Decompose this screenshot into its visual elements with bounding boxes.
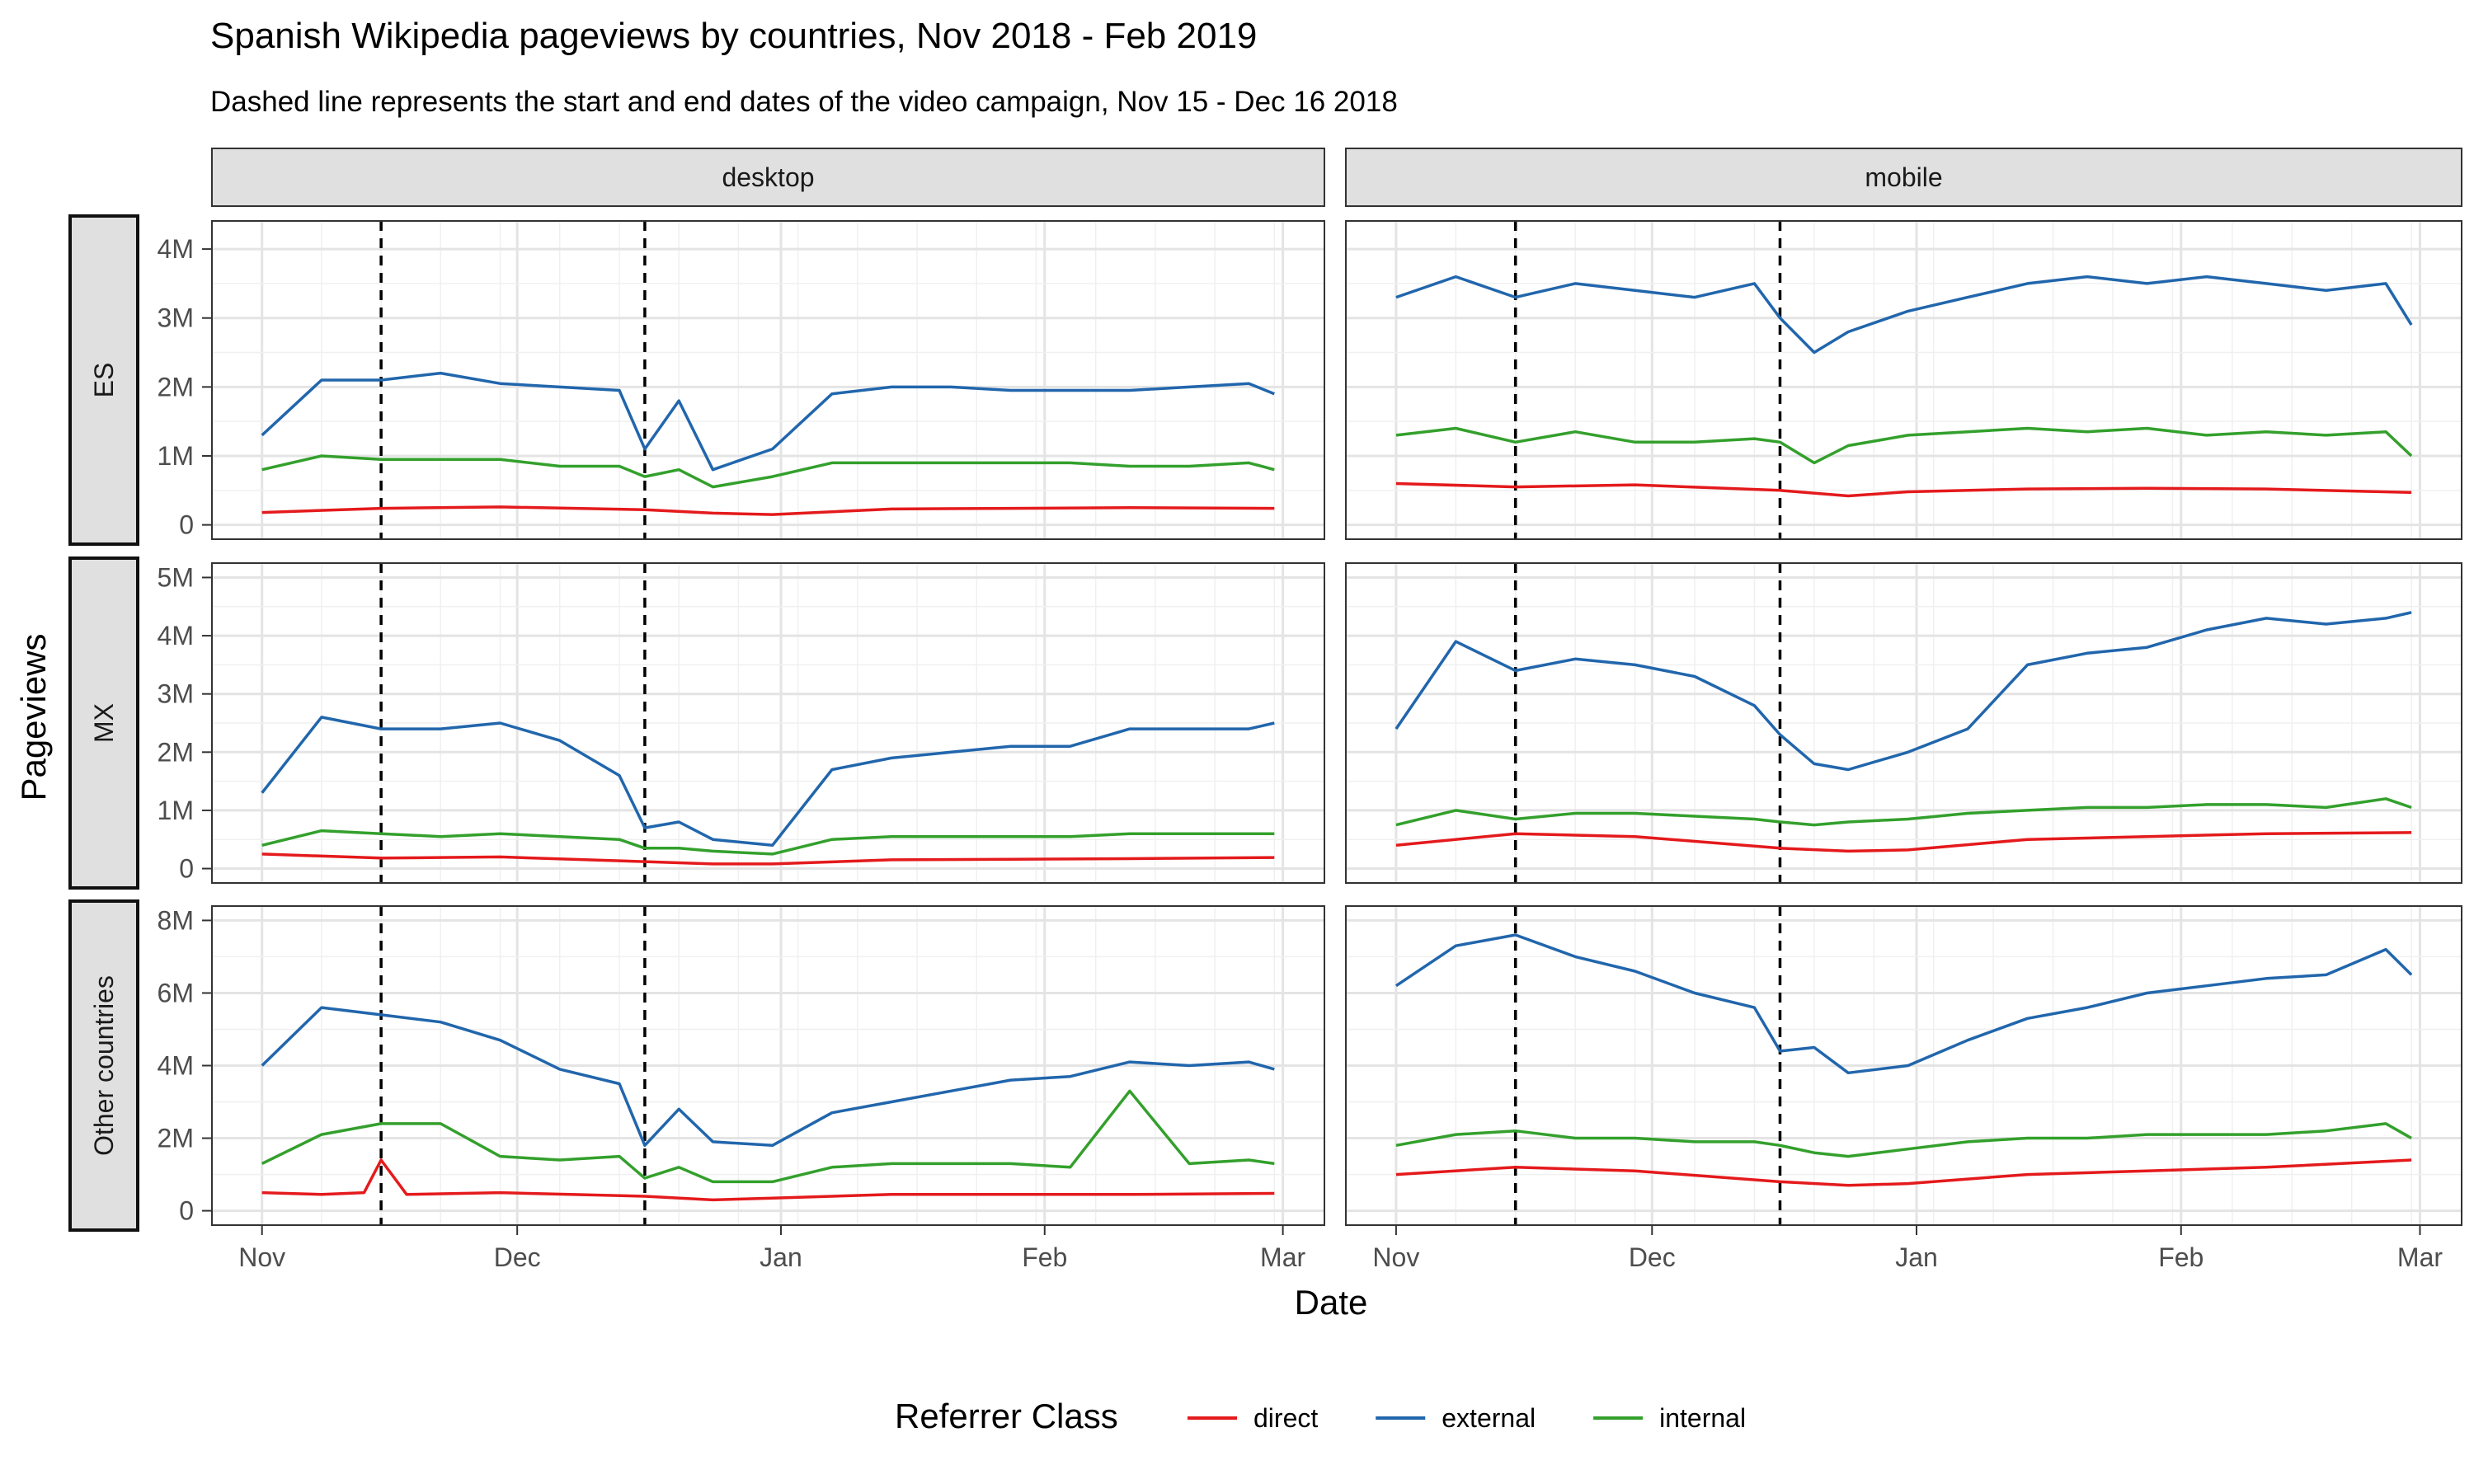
x-tick-label: Jan (760, 1242, 802, 1272)
y-tick-label: 2M (158, 1124, 194, 1153)
x-tick-label: Mar (1260, 1242, 1305, 1272)
panel-border (1345, 562, 2462, 884)
y-axis-title: Pageviews (14, 633, 53, 801)
panel-es-mobile (1345, 220, 2462, 540)
strip-other-countries (68, 899, 139, 1232)
series-line-direct (1395, 481, 2412, 498)
series-line-external (261, 371, 1275, 472)
y-tick-label: 8M (158, 905, 194, 935)
y-tick-label: 5M (158, 562, 194, 592)
series-line-internal (1395, 426, 2413, 465)
panel-other-countries-mobile (1345, 905, 2462, 1226)
y-tick-label: 1M (158, 441, 194, 471)
legend-label-direct: direct (1253, 1403, 1318, 1433)
y-tick-label: 0 (179, 1196, 194, 1226)
y-tick-label: 0 (179, 854, 194, 884)
series-line-internal (1395, 1122, 2412, 1158)
x-tick-label: Nov (1372, 1242, 1419, 1272)
panel-mx-desktop (211, 562, 1325, 884)
y-tick-label: 4M (158, 621, 194, 650)
y-tick-label: 2M (158, 737, 194, 767)
chart-title: Spanish Wikipedia pageviews by countries… (210, 16, 1257, 56)
strip-label-other-countries: Other countries (89, 975, 119, 1156)
y-tick-label: 0 (179, 510, 194, 540)
strip-label-mobile: mobile (1865, 162, 1942, 192)
strip-es (68, 214, 139, 546)
series-line-direct (261, 1158, 1275, 1202)
x-tick-label: Dec (494, 1242, 541, 1272)
y-tick-label: 4M (158, 1051, 194, 1081)
series-line-internal (261, 1089, 1275, 1184)
panel-border (211, 220, 1325, 540)
series-line-external (261, 1006, 1275, 1148)
x-axis-title: Date (1295, 1283, 1368, 1322)
series-line-external (1395, 933, 2413, 1075)
x-tick-label: Nov (238, 1242, 285, 1272)
series-line-internal (261, 829, 1275, 856)
y-tick-label: 4M (158, 234, 194, 264)
x-tick-label: Feb (1022, 1242, 1067, 1272)
chart-subtitle: Dashed line represents the start and end… (210, 86, 1398, 118)
legend: Referrer Class direct external internal (895, 1397, 1746, 1435)
strip-mx (68, 556, 139, 890)
legend-title: Referrer Class (895, 1397, 1118, 1435)
y-tick-label: 6M (158, 978, 194, 1007)
panel-border (211, 905, 1325, 1226)
strip-desktop (211, 148, 1325, 207)
series-line-internal (1395, 797, 2412, 827)
strip-label-mx: MX (89, 703, 119, 743)
series-line-external (1395, 611, 2412, 772)
strip-label-es: ES (89, 363, 119, 398)
y-tick-label: 1M (158, 796, 194, 825)
x-tick-label: Jan (1895, 1242, 1938, 1272)
series-line-external (1395, 275, 2413, 355)
series-line-direct (1395, 831, 2412, 853)
facet-grid: desktop mobile ES MX Other countries 0 1M 2M 3M 4… (68, 148, 2462, 1272)
y-tick-label: 3M (158, 679, 194, 709)
series-line-direct (261, 852, 1275, 866)
legend-label-external: external (1442, 1403, 1536, 1433)
legend-label-internal: internal (1659, 1403, 1746, 1433)
series-line-direct (261, 505, 1275, 516)
x-tick-label: Mar (2397, 1242, 2443, 1272)
series-line-external (261, 716, 1275, 848)
panel-border (211, 562, 1325, 884)
series-line-internal (261, 454, 1275, 489)
x-tick-label: Feb (2158, 1242, 2204, 1272)
panel-border (1345, 220, 2462, 540)
strip-label-desktop: desktop (722, 162, 814, 192)
panel-mx-mobile (1345, 562, 2462, 884)
panel-other-countries-desktop (211, 905, 1325, 1226)
y-tick-label: 2M (158, 372, 194, 402)
panel-border (1345, 905, 2462, 1226)
x-tick-label: Dec (1629, 1242, 1676, 1272)
y-tick-label: 3M (158, 303, 194, 333)
strip-mobile (1345, 148, 2462, 207)
series-line-direct (1395, 1158, 2412, 1187)
panel-es-desktop (211, 220, 1325, 540)
